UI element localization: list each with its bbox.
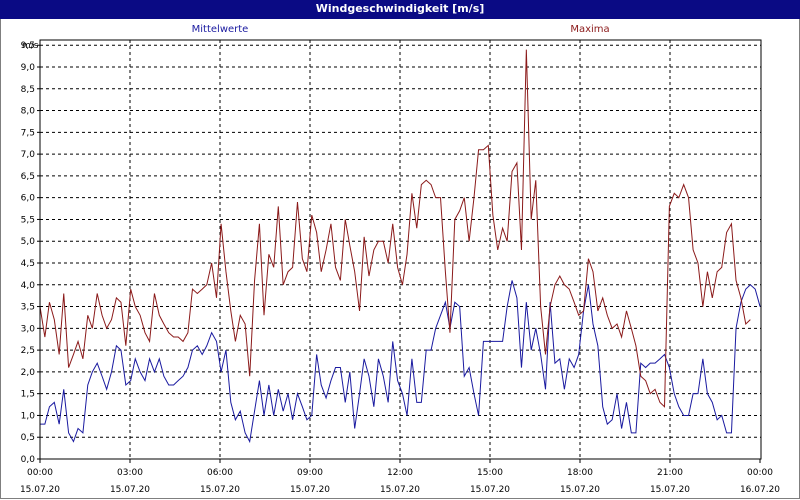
y-tick-label: 8,0 <box>21 107 36 117</box>
x-axis-ticks: 00:00 15.07.20 03:00 15.07.20 06:00 15.07.20 0… <box>20 459 780 495</box>
x-tick-date-label: 15.07.20 <box>20 485 60 495</box>
y-tick-label: 0,0 <box>21 455 36 465</box>
x-tick-date-label: 15.07.20 <box>470 485 510 495</box>
y-axis-unit-label: m/s <box>22 41 39 51</box>
y-tick-label: 9,5 <box>21 41 35 51</box>
x-tick-date-label: 15.07.20 <box>560 485 600 495</box>
y-tick-label: 5,0 <box>21 237 36 247</box>
series-lines <box>39 49 761 444</box>
series-line-maxima <box>39 49 751 408</box>
legend-maxima: Maxima <box>570 24 610 35</box>
x-tick-time-label: 15:00 <box>477 468 503 478</box>
x-tick-date-label: 15.07.20 <box>380 485 420 495</box>
x-tick-time-label: 18:00 <box>567 468 593 478</box>
window-title: Windgeschwindigkeit [m/s] <box>0 0 800 19</box>
x-tick-time-label: 12:00 <box>387 468 413 478</box>
y-tick-label: 4,5 <box>21 259 35 269</box>
x-tick-time-label: 09:00 <box>297 468 323 478</box>
y-tick-label: 3,0 <box>21 324 36 334</box>
x-tick-time-label: 00:00 <box>27 468 53 478</box>
y-tick-label: 2,0 <box>21 368 36 378</box>
x-tick-date-label: 16.07.20 <box>740 485 780 495</box>
y-tick-label: 0,5 <box>21 433 35 443</box>
y-tick-label: 7,5 <box>21 128 35 138</box>
y-tick-label: 8,5 <box>21 85 35 95</box>
legend-mittelwerte: Mittelwerte <box>191 24 249 35</box>
y-tick-label: 1,0 <box>21 411 36 421</box>
x-tick-date-label: 15.07.20 <box>200 485 240 495</box>
y-tick-label: 6,5 <box>21 172 35 182</box>
series-line-mittelwerte <box>40 280 761 444</box>
x-tick-time-label: 03:00 <box>117 468 143 478</box>
x-tick-date-label: 15.07.20 <box>290 485 330 495</box>
y-tick-label: 4,0 <box>21 281 36 291</box>
x-tick-time-label: 21:00 <box>657 468 683 478</box>
plot-area-border <box>39 39 762 460</box>
grid-lines <box>40 40 761 459</box>
y-tick-label: 9,0 <box>21 63 36 73</box>
x-tick-date-label: 15.07.20 <box>110 485 150 495</box>
x-tick-date-label: 15.07.20 <box>650 485 690 495</box>
y-tick-label: 1,5 <box>21 390 35 400</box>
y-tick-label: 2,5 <box>21 346 35 356</box>
x-tick-time-label: 06:00 <box>207 468 233 478</box>
x-tick-time-label: 00:00 <box>747 468 773 478</box>
y-tick-label: 3,5 <box>21 303 35 313</box>
y-tick-label: 6,0 <box>21 194 36 204</box>
y-tick-label: 7,0 <box>21 150 36 160</box>
y-axis-ticks: 0,0 0,5 1,0 1,5 2,0 2,5 3,0 3,5 4,0 4,5 5,0 5,5 6,0 6… <box>21 41 40 465</box>
y-tick-label: 5,5 <box>21 215 35 225</box>
